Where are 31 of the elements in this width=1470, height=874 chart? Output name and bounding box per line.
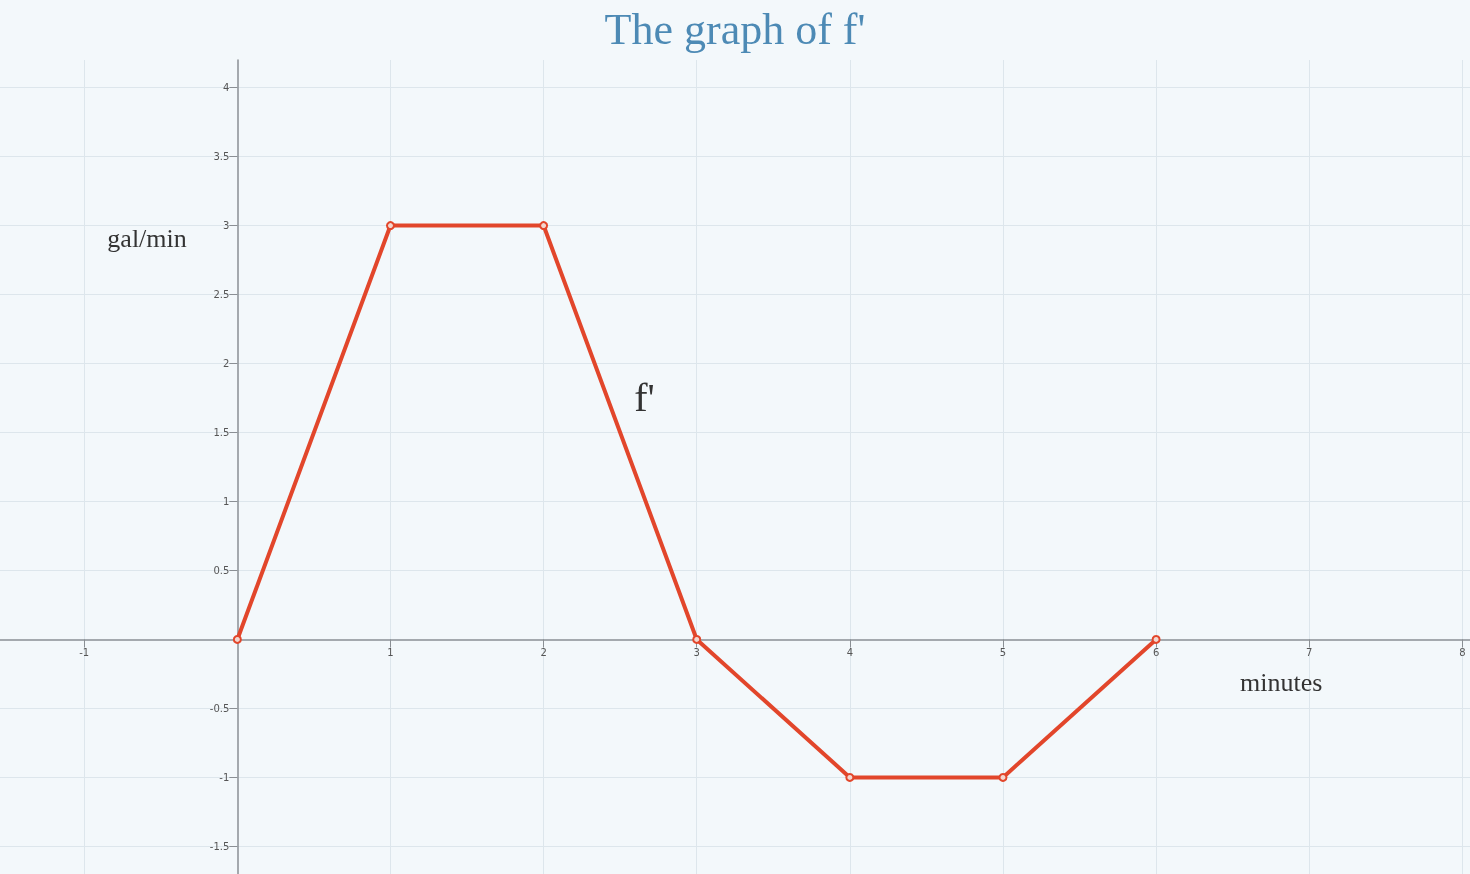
point	[1151, 634, 1161, 644]
y-tick-label: 2	[222, 358, 230, 370]
x-tick-label: 7	[1306, 646, 1313, 658]
point	[998, 772, 1008, 782]
x-tick-label: 1	[387, 646, 394, 658]
y-tick-label: 3	[222, 220, 230, 232]
point	[845, 772, 855, 782]
y-tick-label: 0.5	[213, 564, 230, 576]
x-tick-label: 5	[999, 646, 1007, 658]
x-tick-label: 8	[1459, 646, 1466, 658]
x-axis-title: minutes	[1240, 667, 1323, 697]
y-tick-label: 1	[222, 495, 230, 507]
point	[539, 221, 549, 231]
x-tick-label: -1	[79, 646, 90, 658]
x-tick-label: 4	[846, 646, 854, 658]
y-tick-label: -1	[219, 771, 230, 783]
point	[692, 634, 702, 644]
chart-title: The graph of f'	[604, 4, 866, 54]
point	[232, 634, 242, 644]
y-tick-label: 3.5	[213, 151, 230, 163]
y-tick-label: -0.5	[209, 702, 230, 714]
point	[385, 221, 395, 231]
y-tick-label: 2.5	[213, 289, 230, 301]
y-tick-label: 4	[222, 82, 230, 94]
x-tick-label: 6	[1152, 646, 1160, 658]
x-tick-label: 3	[693, 646, 700, 658]
y-axis-title: gal/min	[107, 223, 187, 253]
y-tick-label: -1.5	[209, 840, 230, 852]
series-label: f'	[634, 375, 655, 421]
x-tick-label: 2	[540, 646, 547, 658]
y-tick-label: 1.5	[213, 427, 230, 439]
